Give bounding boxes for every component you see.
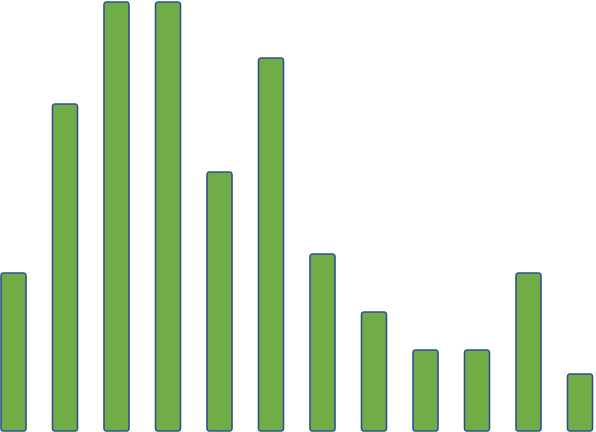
bar-11 — [515, 272, 542, 432]
bar-2 — [51, 103, 79, 432]
bar-9 — [412, 349, 439, 432]
bar-3 — [103, 1, 130, 432]
bar-10 — [463, 349, 491, 432]
bar-8 — [360, 311, 388, 432]
bar-12 — [566, 373, 594, 432]
bar-6 — [257, 57, 285, 432]
bar-7 — [309, 253, 336, 432]
bar-4 — [154, 1, 182, 432]
bar-1 — [0, 272, 27, 432]
bar-5 — [206, 171, 233, 432]
